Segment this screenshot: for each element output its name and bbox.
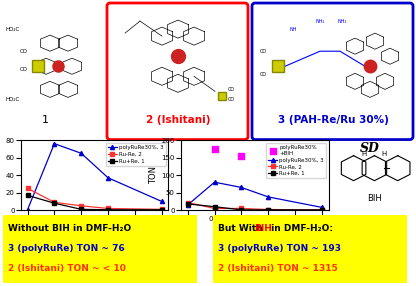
- Line: polyRuRe30%, 3: polyRuRe30%, 3: [25, 142, 164, 212]
- Text: 2 (Ishitani) TON ~ < 10: 2 (Ishitani) TON ~ < 10: [8, 264, 126, 273]
- Text: But With: But With: [218, 224, 266, 233]
- Ru+Re, 1: [79, 208, 84, 211]
- Text: 2 (Ishitani): 2 (Ishitani): [146, 116, 210, 126]
- Legend: polyRuRe30%
+BIH, polyRuRe30%, 3, Ru-Re, 2, Ru+Re, 1: polyRuRe30% +BIH, polyRuRe30%, 3, Ru-Re,…: [266, 143, 326, 178]
- Ru-Re, 2: [52, 200, 57, 204]
- Text: in DMF-H₂O:: in DMF-H₂O:: [268, 224, 333, 233]
- X-axis label: H₂O(DMF + H₂O): H₂O(DMF + H₂O): [226, 228, 284, 235]
- Text: CO: CO: [20, 49, 28, 54]
- polyRuRe30%, 3: [185, 203, 190, 207]
- Text: HO₂C: HO₂C: [5, 98, 19, 102]
- polyRuRe30%, 3: [319, 206, 324, 209]
- Ru-Re, 2: [239, 207, 244, 210]
- Text: Without BIH in DMF-H₂O: Without BIH in DMF-H₂O: [8, 224, 131, 233]
- Ru+Re, 1: [52, 201, 57, 205]
- polyRuRe30%, 3: [25, 208, 30, 211]
- Ru+Re, 1: [106, 208, 111, 211]
- Ru-Re, 2: [212, 207, 217, 210]
- Text: CO: CO: [260, 49, 267, 54]
- polyRuRe30%, 3: [239, 186, 244, 189]
- Text: HO₂C: HO₂C: [5, 27, 19, 32]
- polyRuRe30%, 3: [79, 152, 84, 155]
- Text: BIH: BIH: [367, 194, 382, 203]
- Ru+Re, 1: [212, 205, 217, 208]
- Ru-Re, 2: [319, 208, 324, 212]
- FancyBboxPatch shape: [252, 3, 413, 140]
- Text: H: H: [362, 151, 367, 157]
- Ru+Re, 1: [25, 194, 30, 197]
- X-axis label: H₂O(DMF + H₂O): H₂O(DMF + H₂O): [66, 228, 124, 235]
- Legend: polyRuRe30%, 3, Ru-Re, 2, Ru+Re, 1: polyRuRe30%, 3, Ru-Re, 2, Ru+Re, 1: [106, 143, 166, 166]
- Text: CO: CO: [260, 72, 267, 77]
- Ru+Re, 1: [239, 208, 244, 212]
- Ru-Re, 2: [266, 208, 271, 211]
- Ru+Re, 1: [185, 202, 190, 206]
- Text: SD: SD: [360, 142, 380, 155]
- Ru-Re, 2: [185, 201, 190, 204]
- Bar: [213, 215, 407, 283]
- Line: polyRuRe30%, 3: polyRuRe30%, 3: [186, 180, 324, 209]
- Text: H: H: [382, 151, 387, 157]
- Text: NH: NH: [290, 27, 297, 32]
- Text: NH₂: NH₂: [338, 19, 347, 24]
- Ru+Re, 1: [159, 208, 164, 211]
- Ru-Re, 2: [159, 208, 164, 211]
- Ru+Re, 1: [319, 208, 324, 212]
- polyRuRe30%, 3: [52, 142, 57, 145]
- FancyBboxPatch shape: [107, 3, 248, 140]
- Text: BIH: BIH: [254, 224, 272, 233]
- Text: NH₂: NH₂: [315, 19, 324, 24]
- Y-axis label: TON: TON: [0, 166, 3, 184]
- Ru-Re, 2: [79, 204, 84, 208]
- Text: 3 (polyRuRe) TON ~ 193: 3 (polyRuRe) TON ~ 193: [218, 244, 341, 253]
- Text: 3 (PAH-Re/Ru 30%): 3 (PAH-Re/Ru 30%): [277, 116, 389, 126]
- Line: Ru-Re, 2: Ru-Re, 2: [25, 186, 164, 211]
- Line: Ru-Re, 2: Ru-Re, 2: [186, 200, 324, 212]
- polyRuRe30%, 3: [266, 195, 271, 198]
- Ru-Re, 2: [106, 207, 111, 210]
- Text: 2 (Ishitani) TON ~ 1315: 2 (Ishitani) TON ~ 1315: [218, 264, 338, 273]
- Text: 1: 1: [42, 116, 49, 126]
- Line: Ru+Re, 1: Ru+Re, 1: [25, 193, 164, 212]
- Text: 3 (polyRuRe) TON ~ 76: 3 (polyRuRe) TON ~ 76: [8, 244, 125, 253]
- Line: Ru+Re, 1: Ru+Re, 1: [186, 202, 324, 212]
- Bar: [3, 215, 197, 283]
- Text: CO: CO: [228, 87, 235, 92]
- Text: CO: CO: [20, 67, 28, 72]
- polyRuRe30%
+BIH: [211, 147, 218, 151]
- Ru+Re, 1: [266, 208, 271, 212]
- polyRuRe30%
+BIH: [238, 154, 245, 158]
- Text: CO: CO: [228, 98, 235, 102]
- polyRuRe30%, 3: [212, 180, 217, 184]
- Y-axis label: TON: TON: [149, 166, 158, 184]
- polyRuRe30%, 3: [159, 200, 164, 203]
- Ru-Re, 2: [25, 186, 30, 190]
- polyRuRe30%, 3: [106, 176, 111, 180]
